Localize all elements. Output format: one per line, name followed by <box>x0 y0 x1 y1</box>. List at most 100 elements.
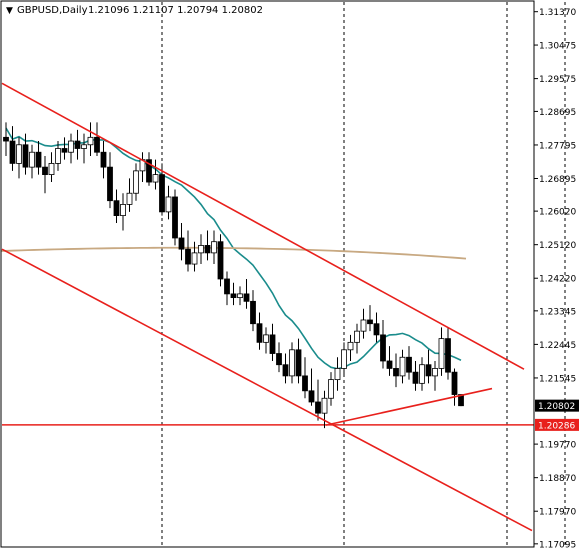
y-tick-label: 1.22445 <box>539 341 576 351</box>
bull-candle-body <box>81 144 87 149</box>
symbol-icon: ▼ <box>6 6 13 16</box>
bull-candle-body <box>48 163 55 175</box>
y-tick-label: 1.26020 <box>539 208 576 218</box>
y-tick-label: 1.28695 <box>539 108 576 118</box>
bear-candle-body <box>393 368 399 377</box>
y-tick-label: 1.23345 <box>539 307 576 317</box>
bear-candle-body <box>308 390 315 403</box>
bear-candle-body <box>113 200 120 217</box>
bear-candle-body <box>178 237 185 250</box>
y-tick-label: 1.18870 <box>539 474 576 484</box>
bull-candle-body <box>432 368 438 377</box>
slow-moving-average-line <box>0 246 467 260</box>
bull-candle-body <box>438 338 445 369</box>
bull-candle-body <box>16 144 22 164</box>
bull-candle-body <box>29 151 35 168</box>
bull-candle-body <box>237 293 243 299</box>
bull-candle-body <box>399 356 406 377</box>
bull-candle-body <box>87 136 94 146</box>
bear-candle-body <box>451 371 458 395</box>
bear-candle-body <box>61 148 68 153</box>
candles <box>3 122 464 429</box>
bear-candle-body <box>295 349 302 377</box>
y-tick-label: 1.24220 <box>539 275 576 285</box>
bull-candle-body <box>334 368 341 381</box>
bear-candle-body <box>107 166 113 202</box>
bull-candle-body <box>360 319 367 332</box>
bull-candle-body <box>328 379 334 399</box>
bear-candle-body <box>276 353 282 366</box>
bear-candle-body <box>22 144 29 168</box>
upper-channel-trendline <box>1 82 525 370</box>
y-tick-label: 1.21545 <box>539 374 576 384</box>
bear-candle-body <box>35 151 42 168</box>
y-tick-label: 1.25120 <box>539 241 576 251</box>
bear-candle-body <box>373 323 380 336</box>
y-tick-label: 1.26895 <box>539 175 576 185</box>
bear-candle-body <box>100 151 107 168</box>
bear-candle-body <box>94 136 100 153</box>
y-tick-label: 1.19770 <box>539 441 576 451</box>
bull-candle-body <box>321 397 328 414</box>
bear-candle-body <box>445 338 451 373</box>
bear-candle-body <box>367 319 373 325</box>
bear-candle-body <box>380 334 386 362</box>
bear-candle-body <box>458 394 464 407</box>
bear-candle-body <box>42 166 48 175</box>
bull-candle-body <box>211 241 217 254</box>
y-tick-label: 1.17970 <box>539 508 576 518</box>
bear-candle-body <box>315 401 321 414</box>
bear-candle-body <box>250 300 256 325</box>
price-axis: 1.31370 1.30475 1.29575 1.28695 1.27795 1.268… <box>534 8 579 550</box>
bear-candle-body <box>282 364 289 377</box>
bear-candle-body <box>172 196 178 239</box>
bear-candle-body <box>9 140 16 164</box>
bull-candle-body <box>120 204 126 217</box>
bear-candle-body <box>425 364 432 377</box>
chart-frame <box>0 0 535 548</box>
y-tick-label: 1.29575 <box>539 75 576 85</box>
bear-candle-body <box>159 174 165 213</box>
rising-support-trendline <box>325 387 493 426</box>
bull-candle-body <box>263 334 269 343</box>
bull-candle-body <box>341 349 347 369</box>
bear-candle-body <box>3 136 9 142</box>
bull-candle-body <box>198 245 204 254</box>
trendlines[interactable] <box>1 82 533 532</box>
bear-candle-body <box>224 278 230 295</box>
bear-candle-body <box>302 375 308 392</box>
bear-candle-body <box>412 371 419 384</box>
bull-candle-body <box>152 174 159 183</box>
bear-candle-body <box>217 241 224 280</box>
bull-candle-body <box>55 148 61 164</box>
bear-candle-body <box>185 248 191 265</box>
bear-candle-body <box>269 334 276 354</box>
bear-candle-body <box>74 140 81 149</box>
bear-candle-body <box>386 360 393 369</box>
chart-ohlc: 1.21096 1.21107 1.20794 1.20802 <box>88 5 263 16</box>
bear-candle-body <box>146 159 152 183</box>
bull-candle-body <box>354 330 360 343</box>
chart-symbol: GBPUSD,Daily <box>17 5 88 16</box>
lower-channel-trendline <box>1 248 533 532</box>
y-tick-label: 1.17095 <box>539 540 576 550</box>
bull-candle-body <box>126 192 133 205</box>
vertical-separators <box>2 2 566 547</box>
level-price-tag <box>535 418 579 431</box>
current-price-tag <box>535 399 579 412</box>
bear-candle-body <box>406 356 412 373</box>
y-tick-label: 1.30475 <box>539 42 576 52</box>
bear-candle-body <box>256 323 263 343</box>
bear-candle-body <box>204 245 211 254</box>
y-tick-label: 1.27795 <box>539 141 576 151</box>
bull-candle-body <box>133 170 139 194</box>
bull-candle-body <box>289 349 295 377</box>
y-tick-label: 1.31370 <box>539 8 576 18</box>
bull-candle-body <box>191 252 198 265</box>
bull-candle-body <box>68 140 74 153</box>
level-price-label: 1.20286 <box>538 421 575 431</box>
bear-candle-body <box>230 293 237 299</box>
